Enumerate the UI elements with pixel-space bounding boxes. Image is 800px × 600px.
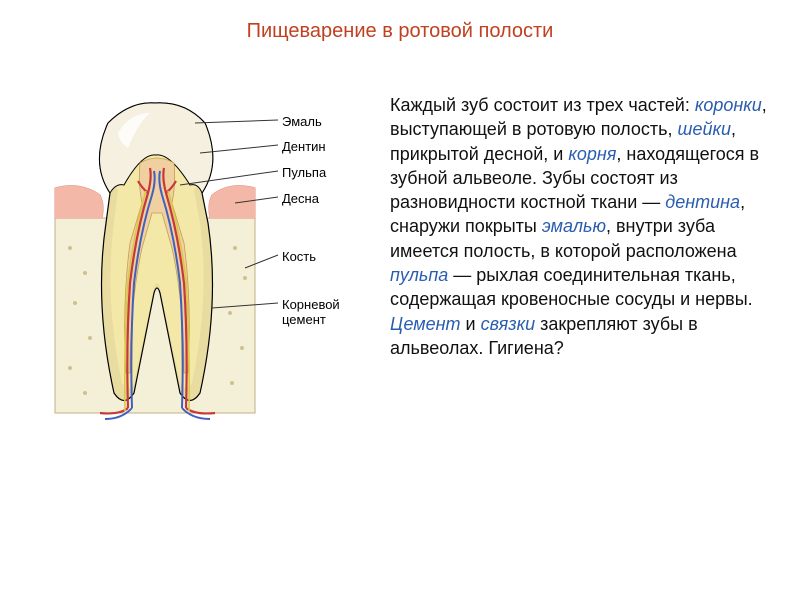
label-cementum1: Корневой bbox=[282, 297, 340, 312]
label-pulp: Пульпа bbox=[282, 165, 326, 180]
tooth-diagram: Эмаль Дентин Пульпа Десна Кость Корневой… bbox=[20, 93, 380, 433]
text-seg: Каждый зуб состоит из трех частей: bbox=[390, 95, 695, 115]
content-row: Эмаль Дентин Пульпа Десна Кость Корневой… bbox=[0, 93, 800, 433]
tooth-svg bbox=[30, 93, 390, 433]
label-gum: Десна bbox=[282, 191, 319, 206]
description-paragraph: Каждый зуб состоит из трех частей: корон… bbox=[380, 93, 780, 433]
hl-enamel: эмалью bbox=[542, 216, 606, 236]
hl-ligaments: связки bbox=[481, 314, 536, 334]
hl-neck: шейки bbox=[678, 119, 731, 139]
label-bone: Кость bbox=[282, 249, 316, 264]
text-seg: и bbox=[461, 314, 481, 334]
label-cementum2: цемент bbox=[282, 312, 326, 327]
hl-dentin: дентина bbox=[665, 192, 740, 212]
label-dentin: Дентин bbox=[282, 139, 326, 154]
hl-pulp: пульпа bbox=[390, 265, 448, 285]
page-title: Пищеварение в ротовой полости bbox=[0, 0, 800, 43]
label-enamel: Эмаль bbox=[282, 114, 322, 129]
hl-crown: коронки bbox=[695, 95, 762, 115]
hl-root: корня bbox=[568, 144, 616, 164]
hl-cement: Цемент bbox=[390, 314, 461, 334]
